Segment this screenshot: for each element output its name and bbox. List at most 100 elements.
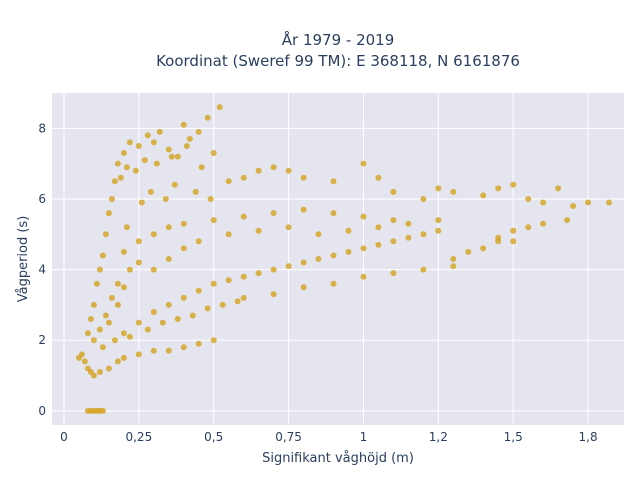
scatter-point (108, 294, 115, 301)
x-tick-label: 0,5 (204, 430, 223, 444)
scatter-point (180, 344, 187, 351)
scatter-point (171, 181, 178, 188)
scatter-point (96, 369, 103, 375)
scatter-point (345, 248, 352, 255)
scatter-point (114, 301, 121, 308)
plot-area (52, 93, 624, 425)
scatter-point (189, 312, 196, 319)
scatter-point (162, 196, 169, 202)
scatter-point (225, 231, 232, 238)
scatter-point (435, 217, 442, 224)
scatter-point (285, 263, 292, 270)
x-tick-label: 1 (360, 430, 368, 444)
scatter-point (285, 224, 292, 231)
scatter-point (300, 174, 307, 181)
scatter-point (135, 259, 142, 266)
scatter-point (390, 188, 397, 195)
scatter-point (375, 224, 382, 231)
scatter-point (330, 252, 337, 259)
scatter-point (219, 301, 226, 308)
scatter-point (216, 104, 223, 111)
scatter-point (435, 227, 442, 234)
scatter-point (180, 220, 187, 227)
scatter-point (150, 309, 157, 315)
scatter-point (465, 248, 472, 255)
scatter-point (144, 326, 151, 333)
scatter-point (375, 174, 382, 181)
scatter-point (420, 266, 427, 273)
scatter-point (204, 305, 211, 312)
scatter-point (102, 312, 109, 319)
scatter-point (207, 196, 214, 202)
scatter-point (126, 139, 133, 146)
scatter-point (480, 245, 487, 252)
scatter-point (315, 231, 322, 238)
scatter-point (150, 231, 157, 238)
scatter-point (165, 301, 172, 308)
scatter-point (120, 284, 127, 291)
scatter-point (120, 330, 127, 337)
scatter-point (150, 266, 157, 273)
scatter-point (150, 347, 157, 354)
x-tick-label: 1,2 (429, 430, 448, 444)
scatter-point (174, 316, 181, 322)
scatter-point (585, 199, 592, 206)
scatter-point (126, 333, 133, 340)
y-tick-label: 4 (38, 263, 46, 277)
y-tick-label: 6 (38, 192, 46, 206)
scatter-point (135, 351, 142, 358)
scatter-point (186, 135, 193, 142)
scatter-point (117, 174, 124, 181)
scatter-point (159, 319, 166, 326)
scatter-point (96, 326, 103, 333)
scatter-point (195, 238, 202, 245)
y-tick-label: 8 (38, 121, 46, 135)
scatter-point (180, 121, 187, 128)
scatter-point (192, 188, 199, 195)
scatter-point (84, 330, 91, 337)
scatter-point (210, 150, 217, 156)
scatter-point (555, 185, 562, 192)
scatter-point (87, 316, 94, 322)
chart-title-line-1: År 1979 - 2019 (282, 30, 395, 49)
scatter-point (420, 231, 427, 238)
scatter-point (195, 287, 202, 294)
scatter-point (360, 245, 367, 252)
scatter-point (165, 347, 172, 354)
scatter-point (234, 298, 241, 305)
scatter-point (540, 220, 547, 227)
scatter-point (150, 139, 157, 146)
scatter-point (195, 128, 202, 135)
scatter-point (99, 407, 106, 414)
scatter-point (111, 178, 118, 185)
scatter-point (198, 164, 205, 171)
x-tick-label: 0,25 (125, 430, 152, 444)
scatter-point (90, 301, 97, 308)
scatter-point (120, 354, 127, 361)
scatter-points (76, 104, 612, 414)
scatter-point (132, 167, 139, 174)
scatter-point (240, 273, 247, 280)
x-tick-label: 0 (60, 430, 68, 444)
grid-lines (52, 93, 624, 425)
scatter-point (126, 266, 133, 273)
scatter-point (120, 150, 127, 156)
scatter-point (165, 146, 172, 153)
scatter-point (450, 263, 457, 270)
scatter-point (255, 270, 262, 277)
scatter-point (105, 319, 112, 326)
scatter-point (390, 270, 397, 277)
scatter-point (510, 238, 517, 245)
scatter-point (330, 210, 337, 217)
scatter-point (210, 337, 217, 344)
scatter-point (195, 340, 202, 347)
scatter-point (141, 157, 148, 164)
scatter-point (105, 210, 112, 217)
scatter-point (606, 199, 612, 206)
scatter-point (270, 164, 277, 171)
scatter-point (240, 213, 247, 220)
scatter-point (315, 256, 322, 262)
scatter-point (78, 351, 85, 358)
scatter-point (525, 196, 532, 202)
